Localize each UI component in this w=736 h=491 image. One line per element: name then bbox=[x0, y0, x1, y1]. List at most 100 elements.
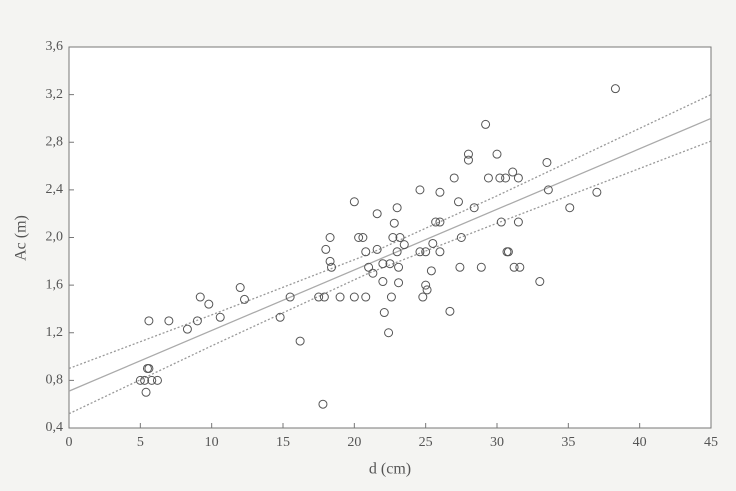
x-tick-label: 5 bbox=[137, 435, 144, 450]
fit-line bbox=[68, 140, 712, 415]
data-point bbox=[379, 308, 389, 318]
data-point bbox=[421, 280, 431, 290]
y-tick-label: 2,0 bbox=[46, 230, 64, 245]
data-point bbox=[378, 277, 388, 287]
data-point bbox=[182, 324, 192, 334]
data-point bbox=[392, 247, 402, 257]
data-point bbox=[295, 336, 305, 346]
data-point bbox=[325, 256, 335, 266]
data-point bbox=[418, 292, 428, 302]
data-point bbox=[135, 375, 145, 385]
data-point bbox=[385, 259, 395, 269]
data-point bbox=[496, 217, 506, 227]
data-point bbox=[509, 262, 519, 272]
data-point bbox=[463, 149, 473, 159]
data-point bbox=[392, 203, 402, 213]
data-point bbox=[361, 292, 371, 302]
data-point bbox=[513, 173, 523, 183]
data-point bbox=[204, 299, 214, 309]
data-point bbox=[327, 262, 337, 272]
data-point bbox=[372, 209, 382, 219]
data-point bbox=[358, 233, 368, 242]
y-axis-label: Ac (m) bbox=[13, 215, 30, 261]
data-point bbox=[428, 238, 438, 248]
data-point bbox=[275, 312, 285, 322]
data-point bbox=[395, 233, 405, 242]
data-point bbox=[285, 292, 295, 302]
x-tick-label: 35 bbox=[561, 435, 575, 450]
data-point bbox=[368, 268, 378, 278]
data-point bbox=[388, 233, 398, 242]
data-point bbox=[349, 197, 359, 207]
data-point bbox=[389, 218, 399, 228]
data-point bbox=[483, 173, 493, 183]
data-point bbox=[421, 247, 431, 257]
data-point bbox=[215, 312, 225, 322]
y-tick-label: 3,2 bbox=[46, 87, 64, 102]
data-point bbox=[325, 233, 335, 242]
plot-area bbox=[68, 46, 712, 429]
data-point bbox=[235, 283, 245, 293]
data-point bbox=[476, 262, 486, 272]
x-tick-label: 30 bbox=[490, 435, 504, 450]
data-point bbox=[141, 387, 151, 397]
data-point bbox=[364, 262, 374, 272]
data-point bbox=[415, 185, 425, 195]
data-point bbox=[481, 119, 491, 129]
x-tick-label: 0 bbox=[66, 435, 73, 450]
data-point bbox=[492, 149, 502, 159]
data-point bbox=[394, 278, 404, 288]
data-point bbox=[513, 217, 523, 227]
x-tick-label: 25 bbox=[419, 435, 433, 450]
data-point bbox=[372, 244, 382, 254]
data-point bbox=[422, 285, 432, 295]
data-point bbox=[435, 247, 445, 257]
data-point bbox=[535, 277, 545, 287]
data-point bbox=[349, 292, 359, 302]
data-point bbox=[456, 233, 466, 242]
x-tick-label: 10 bbox=[205, 435, 219, 450]
data-point bbox=[335, 292, 345, 302]
data-point bbox=[399, 240, 409, 250]
x-tick-label: 40 bbox=[633, 435, 647, 450]
data-point bbox=[426, 266, 436, 276]
x-axis-label: d (cm) bbox=[369, 461, 411, 478]
data-point bbox=[508, 167, 518, 177]
data-point bbox=[501, 173, 511, 183]
data-point bbox=[453, 197, 463, 207]
data-point bbox=[543, 185, 553, 195]
data-point bbox=[449, 173, 459, 183]
data-point bbox=[455, 262, 465, 272]
data-point bbox=[144, 363, 154, 373]
data-point bbox=[445, 306, 455, 316]
data-point bbox=[318, 399, 328, 409]
data-point bbox=[321, 244, 331, 254]
data-point bbox=[431, 217, 441, 227]
data-point bbox=[140, 375, 150, 385]
data-point bbox=[192, 316, 202, 326]
y-tick-label: 1,6 bbox=[46, 277, 64, 292]
x-tick-label: 45 bbox=[704, 435, 718, 450]
data-point bbox=[147, 375, 157, 385]
y-tick-label: 2,4 bbox=[46, 182, 64, 197]
data-point bbox=[435, 187, 445, 197]
y-tick-label: 3,6 bbox=[46, 39, 64, 54]
y-tick-label: 0,8 bbox=[46, 373, 64, 388]
data-point bbox=[469, 203, 479, 213]
data-point bbox=[361, 247, 371, 257]
data-point bbox=[415, 247, 425, 257]
data-point bbox=[495, 173, 505, 183]
data-point bbox=[144, 316, 154, 326]
data-point bbox=[354, 233, 364, 242]
data-point bbox=[195, 292, 205, 302]
data-point bbox=[384, 328, 394, 338]
data-point bbox=[565, 203, 575, 213]
data-point bbox=[610, 84, 620, 94]
data-point bbox=[386, 292, 396, 302]
data-point bbox=[503, 247, 513, 257]
data-point bbox=[319, 292, 329, 302]
data-point bbox=[435, 217, 445, 227]
data-point bbox=[164, 316, 174, 326]
y-tick-label: 2,8 bbox=[46, 134, 64, 149]
